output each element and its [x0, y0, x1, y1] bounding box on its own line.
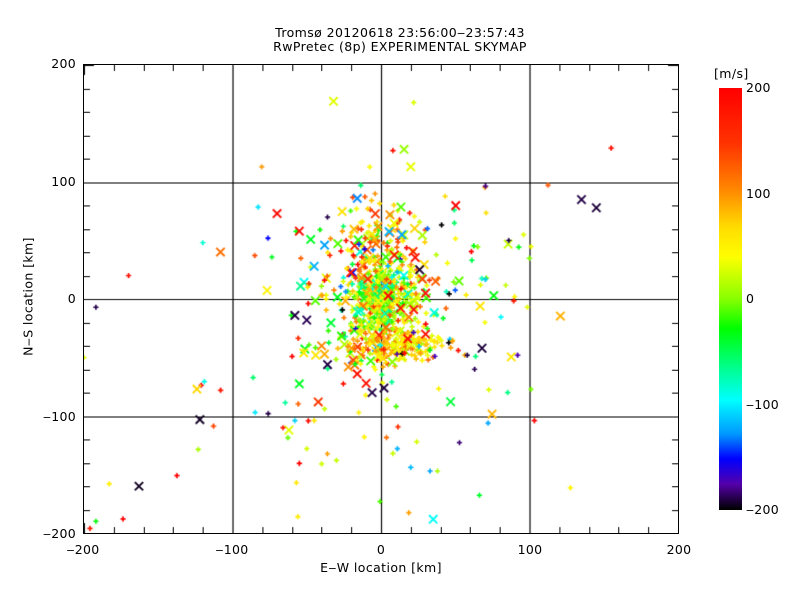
colorbar-tick-100: 100	[746, 185, 771, 201]
y-axis-title: N‒S location [km]	[20, 237, 36, 356]
colorbar-tick--100: ‒100	[746, 396, 780, 412]
x-tick-200: 200	[666, 542, 692, 557]
scatter-plot-canvas	[84, 65, 678, 533]
y-tick--200: ‒200	[42, 526, 76, 541]
colorbar-tick--200: ‒200	[746, 502, 780, 517]
x-tick--200: ‒200	[66, 542, 100, 557]
x-tick-0: 0	[376, 542, 386, 557]
colorbar-tick-200: 200	[746, 80, 771, 95]
plot-area	[83, 64, 679, 534]
y-tick--100: ‒100	[42, 408, 76, 424]
colorbar: [m/s] 200 100 0 ‒100 ‒200	[700, 60, 800, 530]
colorbar-unit-label: [m/s]	[714, 66, 749, 81]
x-tick-100: 100	[517, 542, 543, 557]
title-line-1: Tromsø 20120618 23:56:00‒23:57:43	[275, 25, 525, 40]
x-tick--100: ‒100	[215, 542, 249, 557]
title-line-2: RwPretec (8p) EXPERIMENTAL SKYMAP	[273, 39, 527, 54]
y-tick-100: 100	[51, 173, 76, 189]
figure-title: Tromsø 20120618 23:56:00‒23:57:43 RwPret…	[0, 26, 800, 54]
y-tick-200: 200	[51, 56, 76, 71]
x-axis-title: E‒W location [km]	[320, 560, 442, 575]
colorbar-tick-0: 0	[746, 291, 755, 306]
colorbar-gradient	[719, 88, 742, 510]
